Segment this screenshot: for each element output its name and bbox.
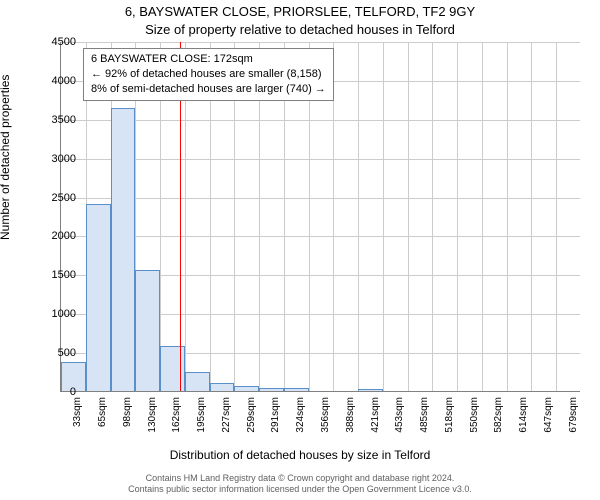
y-tick-label: 2000 — [36, 230, 76, 242]
x-axis-label: Distribution of detached houses by size … — [0, 448, 600, 462]
x-tick-label: 550sqm — [469, 397, 480, 437]
gridline-h — [61, 236, 580, 237]
x-tick-label: 195sqm — [196, 397, 207, 437]
x-tick-label: 614sqm — [518, 397, 529, 437]
y-tick-label: 500 — [36, 347, 76, 359]
legend-box: 6 BAYSWATER CLOSE: 172sqm← 92% of detach… — [83, 48, 334, 101]
x-tick-label: 421sqm — [370, 397, 381, 437]
histogram-bar — [259, 388, 284, 391]
histogram-bar — [160, 346, 185, 391]
histogram-bar — [111, 108, 136, 391]
histogram-bar — [234, 386, 259, 391]
x-tick-label: 291sqm — [270, 397, 281, 437]
x-tick-label: 98sqm — [122, 397, 133, 437]
gridline-v — [457, 42, 458, 391]
x-tick-label: 227sqm — [221, 397, 232, 437]
legend-line: ← 92% of detached houses are smaller (8,… — [91, 67, 326, 82]
gridline-h — [61, 159, 580, 160]
gridline-v — [358, 42, 359, 391]
gridline-v — [531, 42, 532, 391]
y-tick-label: 4500 — [36, 36, 76, 48]
y-axis-label: Number of detached properties — [0, 75, 12, 240]
footer-line-2: Contains public sector information licen… — [0, 484, 600, 496]
x-tick-label: 582sqm — [493, 397, 504, 437]
gridline-h — [61, 42, 580, 43]
gridline-v — [432, 42, 433, 391]
gridline-v — [507, 42, 508, 391]
chart-title-sub: Size of property relative to detached ho… — [0, 22, 600, 37]
x-tick-label: 33sqm — [72, 397, 83, 437]
y-tick-label: 2500 — [36, 192, 76, 204]
x-tick-label: 485sqm — [419, 397, 430, 437]
gridline-v — [556, 42, 557, 391]
x-tick-label: 453sqm — [394, 397, 405, 437]
x-tick-label: 130sqm — [147, 397, 158, 437]
histogram-bar — [210, 383, 235, 391]
x-tick-label: 259sqm — [246, 397, 257, 437]
footer-attribution: Contains HM Land Registry data © Crown c… — [0, 473, 600, 496]
legend-line: 8% of semi-detached houses are larger (7… — [91, 82, 326, 97]
histogram-bar — [185, 372, 210, 391]
plot-area: 6 BAYSWATER CLOSE: 172sqm← 92% of detach… — [60, 42, 580, 392]
histogram-bar — [135, 270, 160, 391]
y-tick-label: 1000 — [36, 308, 76, 320]
x-tick-label: 679sqm — [568, 397, 579, 437]
histogram-bar — [284, 388, 309, 391]
y-tick-label: 0 — [36, 386, 76, 398]
y-tick-label: 3000 — [36, 153, 76, 165]
gridline-h — [61, 120, 580, 121]
histogram-bar — [86, 204, 111, 391]
y-tick-label: 3500 — [36, 114, 76, 126]
y-tick-label: 4000 — [36, 75, 76, 87]
y-tick-label: 1500 — [36, 269, 76, 281]
x-tick-label: 356sqm — [320, 397, 331, 437]
x-tick-label: 324sqm — [295, 397, 306, 437]
gridline-h — [61, 198, 580, 199]
x-tick-label: 388sqm — [345, 397, 356, 437]
x-tick-label: 518sqm — [444, 397, 455, 437]
x-tick-label: 647sqm — [543, 397, 554, 437]
footer-line-1: Contains HM Land Registry data © Crown c… — [0, 473, 600, 485]
gridline-v — [482, 42, 483, 391]
legend-line: 6 BAYSWATER CLOSE: 172sqm — [91, 52, 326, 67]
gridline-v — [408, 42, 409, 391]
x-tick-label: 65sqm — [97, 397, 108, 437]
histogram-bar — [358, 389, 383, 391]
x-tick-label: 162sqm — [171, 397, 182, 437]
chart-title-main: 6, BAYSWATER CLOSE, PRIORSLEE, TELFORD, … — [0, 4, 600, 19]
property-size-histogram: 6, BAYSWATER CLOSE, PRIORSLEE, TELFORD, … — [0, 0, 600, 500]
gridline-v — [383, 42, 384, 391]
